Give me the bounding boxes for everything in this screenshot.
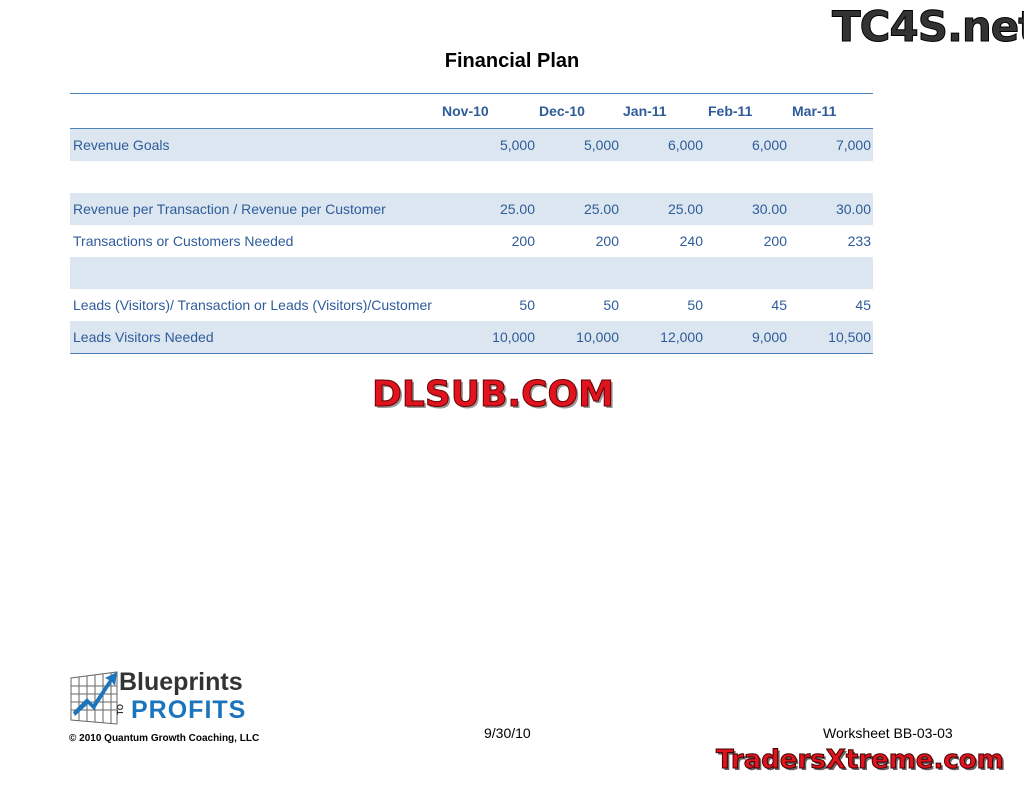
cell-value: 200 (763, 233, 787, 249)
cell-value: 45 (855, 297, 871, 313)
cell-value: 10,000 (576, 329, 619, 345)
cell-value: 9,000 (751, 329, 787, 345)
row-label: Leads Visitors Needed (73, 329, 214, 345)
cell-value: 30.00 (751, 201, 787, 217)
table-row: Revenue per Transaction / Revenue per Cu… (70, 193, 873, 225)
table-header: Nov-10 Dec-10 Jan-11 Feb-11 Mar-11 (70, 94, 873, 129)
cell-value: 10,000 (492, 329, 535, 345)
cell-value: 25.00 (583, 201, 619, 217)
blueprints-logo: Blueprints TO PROFITS (69, 668, 259, 728)
table-row: Leads (Visitors)/ Transaction or Leads (… (70, 289, 873, 321)
table-row (70, 257, 873, 289)
worksheet-id: Worksheet BB-03-03 (823, 725, 953, 741)
table-row: Transactions or Customers Needed 200 200 24… (70, 225, 873, 257)
cell-value: 50 (687, 297, 703, 313)
table-row: Revenue Goals 5,000 5,000 6,000 6,000 7,000 (70, 129, 873, 161)
logo-text-top: Blueprints (119, 668, 243, 696)
cell-value: 200 (511, 233, 535, 249)
cell-value: 30.00 (835, 201, 871, 217)
cell-value: 6,000 (667, 137, 703, 153)
logo-text-to: TO (115, 704, 125, 715)
financial-table: Nov-10 Dec-10 Jan-11 Feb-11 Mar-11 Reven… (70, 93, 873, 354)
column-header: Feb-11 (708, 103, 753, 119)
cell-value: 25.00 (499, 201, 535, 217)
column-header: Nov-10 (442, 103, 489, 119)
cell-value: 25.00 (667, 201, 703, 217)
cell-value: 233 (847, 233, 871, 249)
cell-value: 45 (771, 297, 787, 313)
watermark-top: TC4S.net (831, 2, 1024, 52)
cell-value: 5,000 (583, 137, 619, 153)
table-row (70, 161, 873, 193)
column-header: Dec-10 (539, 103, 585, 119)
logo-text-bottom: PROFITS (131, 696, 247, 724)
cell-value: 5,000 (499, 137, 535, 153)
page-title: Financial Plan (444, 50, 580, 72)
cell-value: 10,500 (828, 329, 871, 345)
cell-value: 7,000 (835, 137, 871, 153)
cell-value: 50 (603, 297, 619, 313)
row-label: Transactions or Customers Needed (73, 233, 294, 249)
row-label: Revenue per Transaction / Revenue per Cu… (73, 201, 386, 217)
cell-value: 50 (519, 297, 535, 313)
chart-grid-icon (70, 671, 118, 725)
row-label: Leads (Visitors)/ Transaction or Leads (… (73, 297, 432, 313)
cell-value: 200 (595, 233, 619, 249)
cell-value: 6,000 (751, 137, 787, 153)
row-label: Revenue Goals (73, 137, 170, 153)
cell-value: 12,000 (660, 329, 703, 345)
column-header: Mar-11 (792, 103, 837, 119)
footer-date: 9/30/10 (484, 725, 531, 741)
cell-value: 240 (679, 233, 703, 249)
watermark-middle: DLSUB.COM (372, 374, 615, 416)
watermark-bottom: TradersXtreme.com (716, 745, 1005, 776)
column-header: Jan-11 (623, 103, 667, 119)
copyright: © 2010 Quantum Growth Coaching, LLC (69, 733, 260, 744)
table-row: Leads Visitors Needed 10,000 10,000 12,000 9… (70, 321, 873, 354)
